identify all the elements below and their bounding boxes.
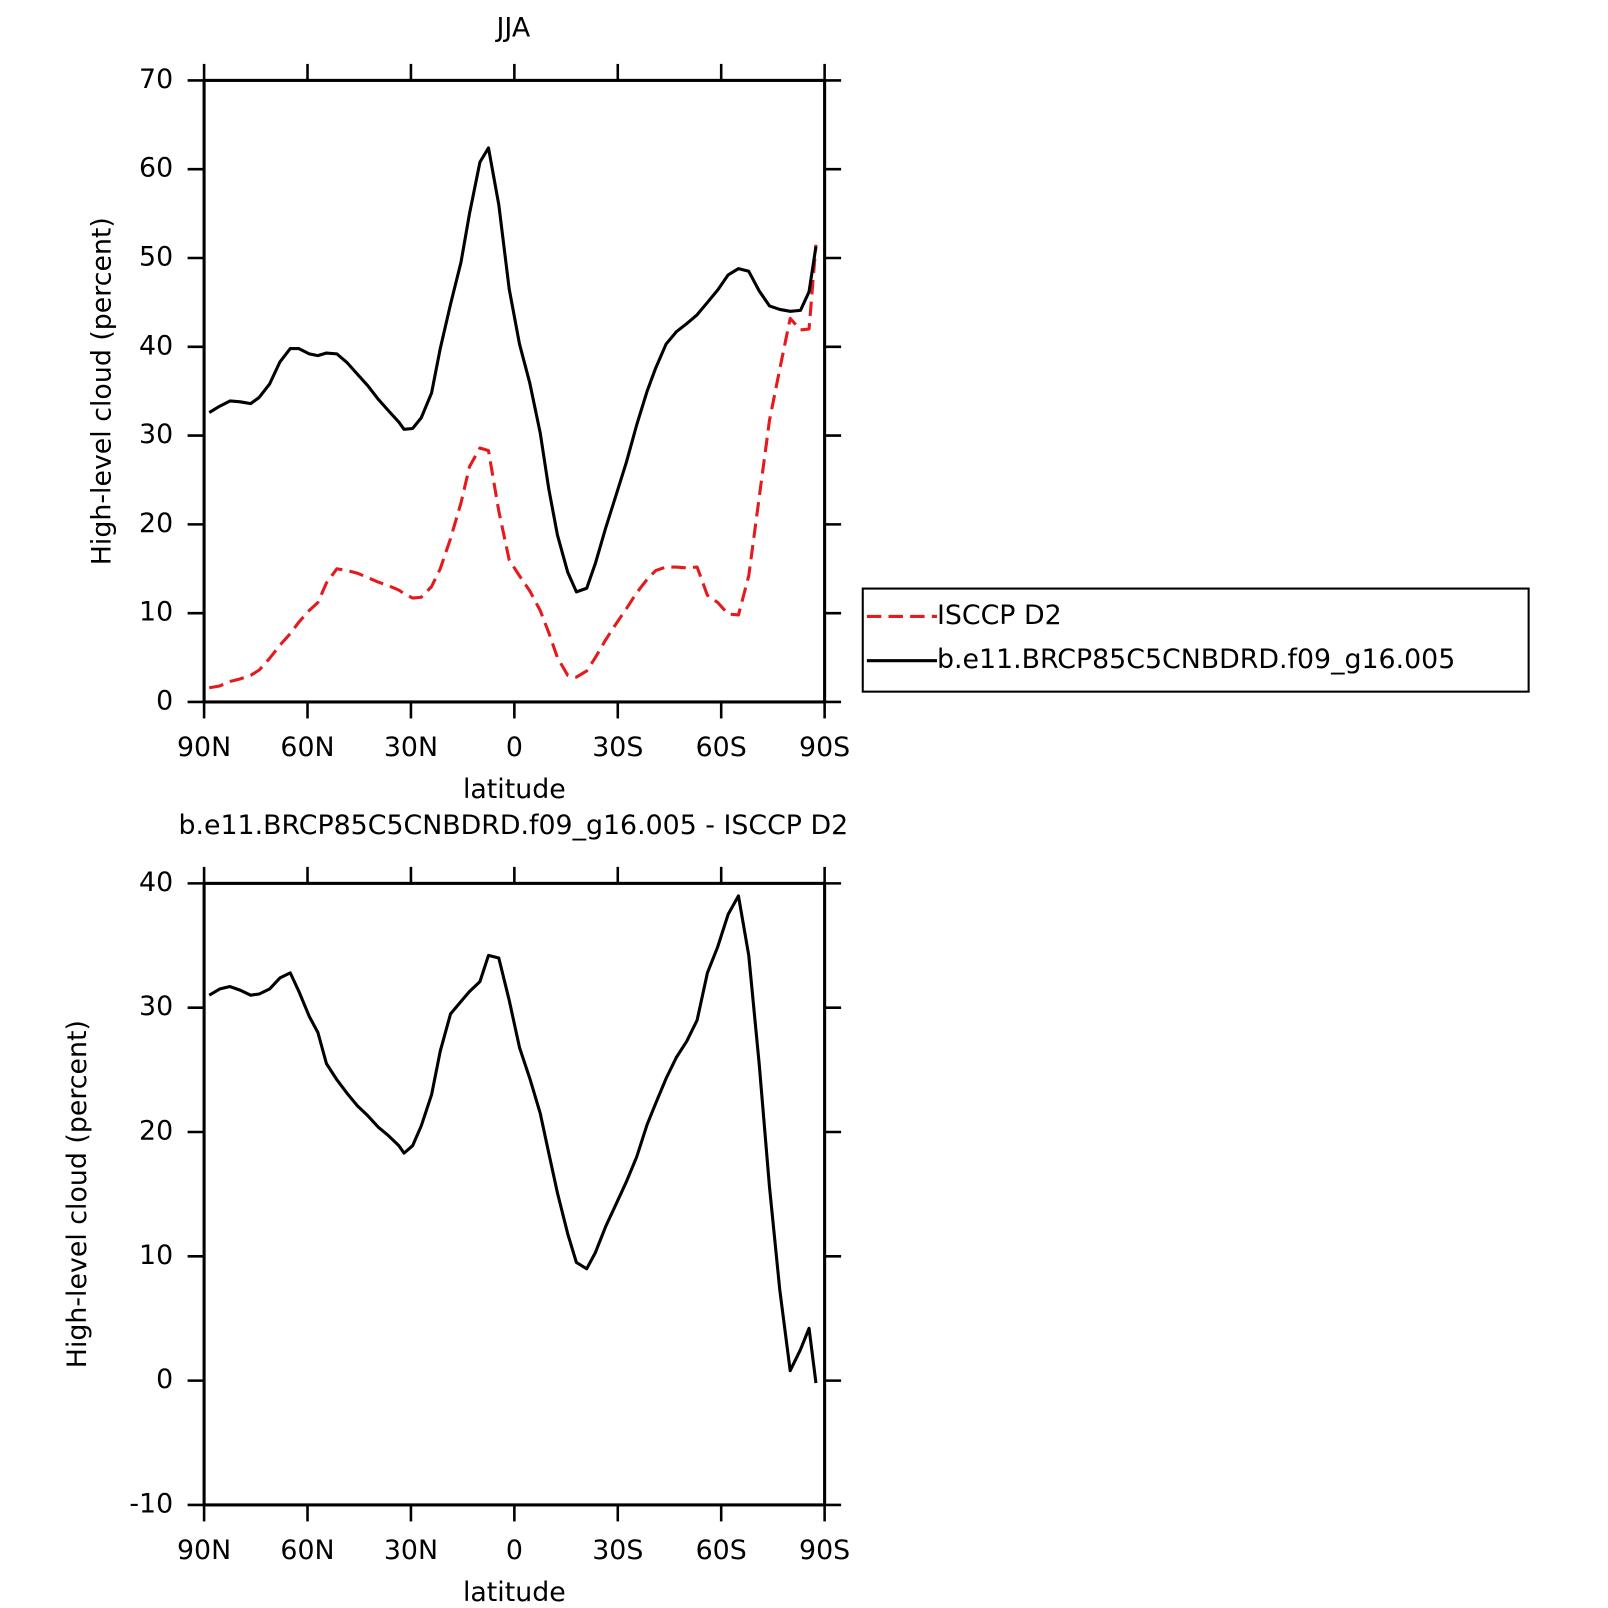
x-axis-label: latitude: [463, 1577, 566, 1608]
y-tick-label: 10: [139, 1240, 173, 1271]
y-tick-label: 20: [139, 1115, 173, 1146]
x-tick-label: 90S: [799, 1535, 850, 1566]
y-tick-label: -10: [129, 1488, 173, 1519]
y-tick-label: 60: [139, 153, 173, 184]
data-line: [208, 244, 818, 690]
chart-title: b.e11.BRCP85C5CNBDRD.f09_g16.005 - ISCCP…: [178, 810, 848, 841]
x-tick-label: 0: [506, 1535, 523, 1566]
y-axis-label: High-level cloud (percent): [62, 1020, 93, 1368]
x-tick-label: 60S: [696, 732, 747, 763]
x-axis-label: latitude: [463, 774, 566, 805]
y-tick-label: 50: [139, 241, 173, 272]
y-tick-label: 40: [139, 330, 173, 361]
y-tick-label: 40: [139, 867, 173, 898]
x-tick-label: 90S: [799, 732, 850, 763]
y-axis-label: High-level cloud (percent): [87, 217, 118, 565]
x-tick-label: 0: [506, 732, 523, 763]
legend-box: [861, 587, 1530, 693]
y-tick-label: 70: [139, 64, 173, 95]
x-tick-label: 30S: [592, 1535, 643, 1566]
y-tick-label: 0: [156, 685, 173, 716]
y-tick-label: 20: [139, 508, 173, 539]
y-tick-label: 0: [156, 1364, 173, 1395]
plot-frame: [202, 881, 827, 1507]
x-tick-label: 60S: [696, 1535, 747, 1566]
x-tick-label: 30N: [384, 1535, 438, 1566]
y-tick-label: 30: [139, 419, 173, 450]
y-tick-label: 10: [139, 597, 173, 628]
x-tick-label: 90N: [177, 732, 231, 763]
x-tick-label: 60N: [280, 732, 334, 763]
y-tick-label: 30: [139, 991, 173, 1022]
x-tick-label: 60N: [280, 1535, 334, 1566]
data-line: [208, 894, 818, 1384]
x-tick-label: 30S: [592, 732, 643, 763]
legend-label: ISCCP D2: [937, 600, 1062, 631]
plot-frame: [202, 78, 827, 704]
chart-title: JJA: [494, 12, 530, 43]
legend-label: b.e11.BRCP85C5CNBDRD.f09_g16.005: [937, 644, 1455, 675]
data-line: [208, 146, 818, 594]
x-tick-label: 90N: [177, 1535, 231, 1566]
x-tick-label: 30N: [384, 732, 438, 763]
